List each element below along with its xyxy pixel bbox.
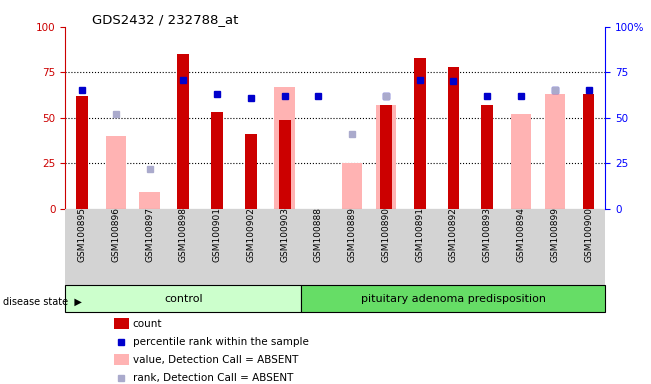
Bar (414, 58, 426, 209)
Bar (114, 318, 129, 329)
Bar (279, 119, 290, 209)
Bar (481, 105, 493, 209)
Bar (275, 87, 295, 209)
Bar (177, 54, 189, 209)
Text: rank, Detection Call = ABSENT: rank, Detection Call = ABSENT (133, 372, 293, 382)
Text: GDS2432 / 232788_at: GDS2432 / 232788_at (92, 13, 238, 26)
Text: percentile rank within the sample: percentile rank within the sample (133, 337, 309, 347)
Text: disease state  ▶: disease state ▶ (3, 296, 82, 306)
Bar (447, 67, 460, 209)
Bar (105, 136, 126, 209)
Bar (511, 114, 531, 209)
Text: value, Detection Call = ABSENT: value, Detection Call = ABSENT (133, 354, 298, 364)
Bar (342, 163, 363, 209)
Text: control: control (164, 294, 202, 304)
Bar (245, 134, 256, 209)
Bar (376, 105, 396, 209)
Bar (583, 94, 594, 209)
Bar (114, 354, 129, 366)
Bar (65, 285, 301, 312)
Bar (545, 94, 565, 209)
Bar (76, 96, 88, 209)
Text: count: count (133, 319, 162, 329)
Text: pituitary adenoma predisposition: pituitary adenoma predisposition (361, 294, 546, 304)
Bar (301, 285, 605, 312)
Bar (139, 192, 159, 209)
Bar (211, 112, 223, 209)
Bar (380, 105, 392, 209)
